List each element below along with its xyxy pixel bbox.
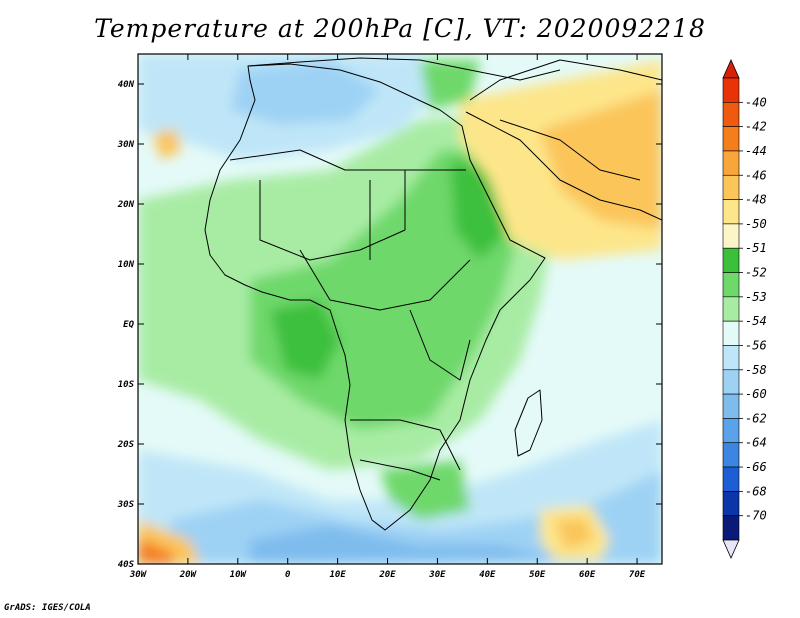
y-tick-label: 10N <box>118 260 135 270</box>
x-tick-label: 0 <box>285 570 291 580</box>
x-tick-label: 70E <box>629 570 646 580</box>
colorbar-label: -52 <box>745 266 767 280</box>
colorbar-label: -42 <box>745 120 767 134</box>
x-tick-label: 50E <box>529 570 546 580</box>
colorbar-swatch <box>722 272 740 298</box>
colorbar-label: -46 <box>745 168 767 182</box>
y-tick-label: 40N <box>118 80 135 90</box>
colorbar-label: -60 <box>745 387 767 401</box>
x-tick-label: 10E <box>329 570 346 580</box>
europe-coastline <box>247 57 561 81</box>
colorbar-swatch <box>722 247 740 273</box>
temperature-field <box>138 54 662 564</box>
colorbar-swatch <box>722 150 740 176</box>
border-south <box>350 419 461 471</box>
y-tick-label: 10S <box>118 380 135 390</box>
colorbar-swatch <box>722 199 740 225</box>
field-region-minus44-southwest <box>138 538 176 564</box>
x-tick-label: 20E <box>378 570 396 580</box>
colorbar-swatch <box>722 174 740 200</box>
colorbar-swatch <box>722 393 740 419</box>
colorbar-swatch <box>722 515 740 541</box>
field-region-minus51-west <box>270 300 340 380</box>
field-region-minus52-mideast <box>420 60 480 110</box>
y-tick-label: 30N <box>117 140 135 150</box>
y-tick-label: 20S <box>117 440 135 450</box>
colorbar-label: -53 <box>745 290 767 304</box>
colorbar-label: -50 <box>745 217 767 231</box>
colorbar-swatch <box>722 442 740 468</box>
grads-credit: GrADS: IGES/COLA <box>4 603 91 613</box>
colorbar-label: -66 <box>745 460 767 474</box>
x-tick-label: 30E <box>428 570 446 580</box>
y-tick-label: 20N <box>117 200 135 210</box>
colorbar-bottom-triangle <box>722 539 740 559</box>
colorbar-swatch <box>722 296 740 322</box>
border-west <box>259 170 406 261</box>
field-region-minus48-mideast <box>540 90 662 230</box>
x-tick-label: 60E <box>579 570 596 580</box>
colorbar-swatch <box>722 223 740 249</box>
x-tick-label: 20W <box>179 570 198 580</box>
colorbar-swatch <box>722 126 740 152</box>
border-north <box>229 149 466 171</box>
colorbar-label: -58 <box>745 363 767 377</box>
axis-ticks: 30W 20W 10W 0 10E 20E 30E 40E 50E 60E 70E 40N 30N 20N… <box>117 54 662 580</box>
colorbar-label: -40 <box>745 95 767 109</box>
colorbar-swatch <box>722 77 740 103</box>
border-central <box>299 249 471 311</box>
colorbar-swatch <box>722 345 740 371</box>
colorbar-label: -68 <box>745 484 767 498</box>
colorbar-label: -48 <box>745 193 767 207</box>
arabia-coastline <box>465 59 662 221</box>
field-region-minus48-southeast <box>555 518 595 550</box>
colorbar-top-triangle <box>722 59 740 79</box>
y-tick-label: 40S <box>118 560 135 570</box>
colorbar-label: -64 <box>745 436 767 450</box>
madagascar-coastline <box>514 389 543 457</box>
x-tick-label: 30W <box>129 570 148 580</box>
colorbar-label: -62 <box>745 411 767 425</box>
colorbar-swatch <box>722 491 740 516</box>
y-tick-label: 30S <box>117 500 135 510</box>
colorbar-label: -51 <box>745 241 767 255</box>
border-mideast <box>499 119 641 181</box>
x-tick-label: 40E <box>479 570 496 580</box>
colorbar-swatch <box>722 102 740 127</box>
colorbar-label: -56 <box>745 338 767 352</box>
colorbar-label: -54 <box>745 314 767 328</box>
y-tick-label: EQ <box>123 320 134 330</box>
colorbar-swatch <box>722 418 740 444</box>
x-tick-label: 10W <box>230 570 248 580</box>
map-title: Temperature at 200hPa [C], VT: 202009221… <box>94 14 706 43</box>
colorbar-swatch <box>722 320 740 346</box>
colorbar: -40 -42 -44 -46 -48 -50 -51 -52 -53 -54 -56 -58 -60 -… <box>722 59 767 559</box>
border-east <box>409 309 471 381</box>
border-southern <box>359 459 441 481</box>
colorbar-swatch <box>722 369 740 395</box>
colorbar-label: -44 <box>745 144 767 158</box>
colorbar-label: -70 <box>745 509 767 523</box>
field-region-minus50-atlantic <box>152 128 182 160</box>
plot-frame <box>137 53 663 565</box>
field-region-minus58-north <box>230 60 380 125</box>
colorbar-swatch <box>722 466 740 492</box>
africa-coastline <box>204 63 546 531</box>
field-region-minus53-south <box>380 460 470 520</box>
coastlines <box>204 57 662 531</box>
field-region-minus60-south <box>250 525 560 564</box>
